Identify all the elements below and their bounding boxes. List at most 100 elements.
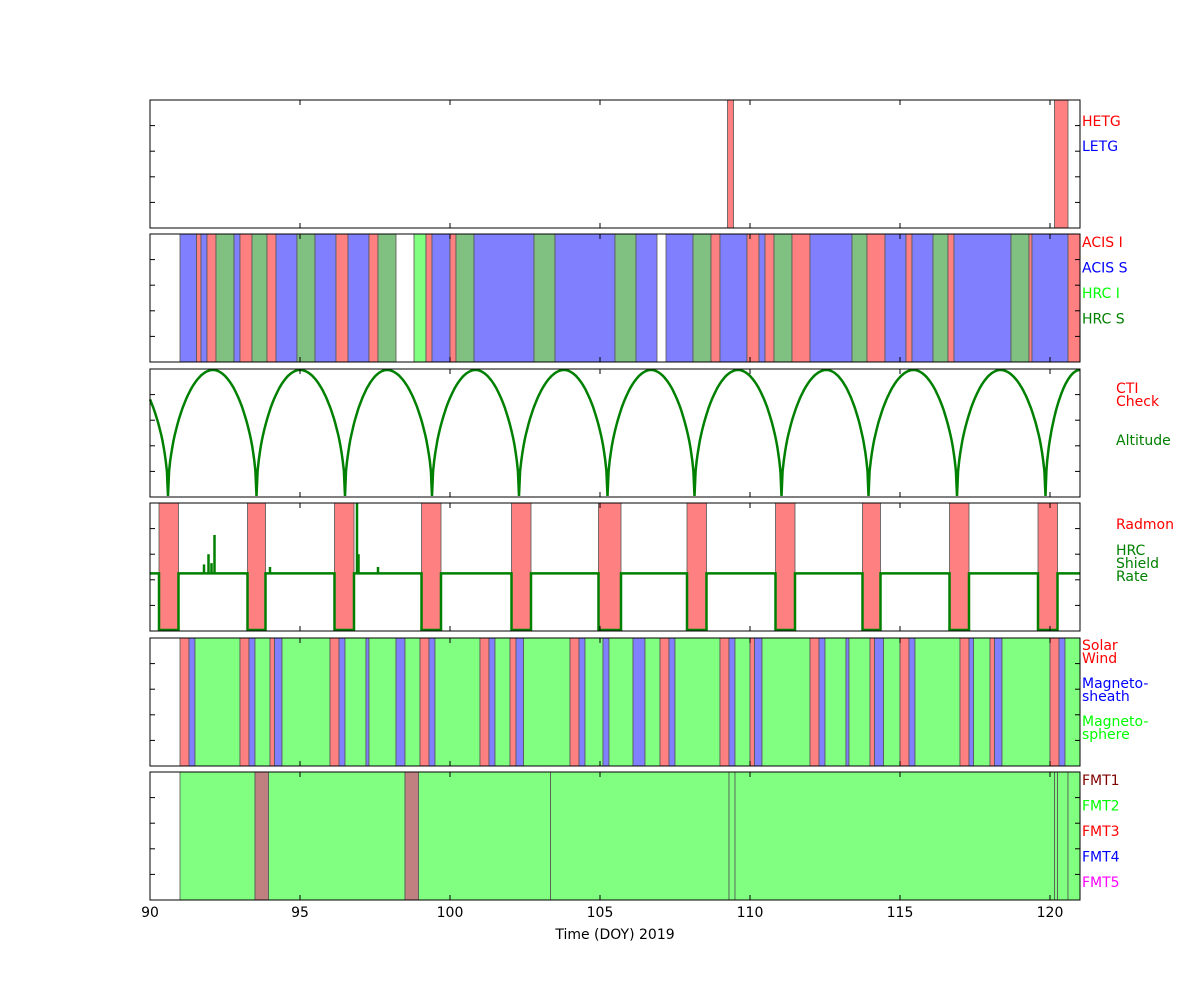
interval-bar-region-18: [434, 637, 481, 767]
interval-bar-region-14: [395, 637, 406, 767]
legend-radmon-1: HRC Shield Rate: [1116, 543, 1159, 585]
interval-bar-region-39: [754, 637, 763, 767]
legend-fmt-3: FMT4: [1082, 850, 1120, 866]
x-tick-label-6: 120: [1037, 905, 1064, 921]
interval-bar-region-15: [404, 637, 421, 767]
interval-bar-region-13: [368, 637, 397, 767]
interval-bar-radmon-4: [511, 502, 532, 632]
interval-bar-instruments-4: [215, 233, 235, 363]
interval-bar-fmt-2: [268, 771, 406, 901]
interval-bar-instruments-16: [413, 233, 427, 363]
interval-bar-region-28: [602, 637, 610, 767]
interval-bar-region-22: [509, 637, 517, 767]
interval-bar-gratings-0: [727, 99, 734, 229]
interval-bar-region-34: [674, 637, 721, 767]
interval-bar-instruments-36: [851, 233, 868, 363]
interval-bar-region-24: [523, 637, 571, 767]
interval-bar-instruments-38: [884, 233, 907, 363]
interval-bar-region-47: [874, 637, 884, 767]
interval-bar-instruments-6: [239, 233, 253, 363]
interval-bar-region-44: [845, 637, 850, 767]
legend-instruments-3: HRC S: [1082, 312, 1125, 328]
interval-bar-region-46: [869, 637, 875, 767]
legend-region-1: Magneto-sheath: [1082, 676, 1148, 705]
interval-bar-instruments-22: [533, 233, 556, 363]
interval-bar-instruments-24: [614, 233, 637, 363]
x-tick-label-2: 100: [437, 905, 464, 921]
panel-instruments: ACIS I ACIS S HRC I HRC S: [149, 233, 1128, 363]
interval-bar-region-51: [914, 637, 961, 767]
interval-bar-region-37: [734, 637, 751, 767]
interval-bar-region-2: [194, 637, 241, 767]
interval-bar-instruments-45: [1028, 233, 1033, 363]
legend-region-0: Solar Wind: [1082, 638, 1118, 667]
interval-bar-region-7: [274, 637, 283, 767]
interval-bar-instruments-41: [932, 233, 949, 363]
interval-bar-instruments-25: [635, 233, 658, 363]
interval-bar-region-30: [632, 637, 646, 767]
interval-bar-instruments-7: [251, 233, 268, 363]
x-axis-label: Time (DOY) 2019: [554, 927, 674, 943]
panel-altitude: CTI Check Altitude: [148, 368, 1171, 498]
legend-fmt-2: FMT3: [1082, 824, 1120, 840]
interval-bar-fmt-1: [254, 771, 269, 901]
interval-bar-region-33: [668, 637, 676, 767]
interval-bar-radmon-5: [598, 502, 622, 632]
interval-bar-fmt-8: [1054, 771, 1058, 901]
legend-instruments-0: ACIS I: [1082, 235, 1123, 251]
interval-bar-instruments-19: [449, 233, 457, 363]
interval-bar-instruments-20: [455, 233, 475, 363]
interval-bar-instruments-2: [200, 233, 208, 363]
interval-bar-region-59: [1058, 637, 1066, 767]
interval-bar-fmt-3: [404, 771, 419, 901]
interval-bar-radmon-8: [862, 502, 881, 632]
interval-bar-instruments-26: [665, 233, 694, 363]
interval-bar-instruments-11: [314, 233, 337, 363]
interval-bar-radmon-0: [158, 502, 179, 632]
interval-bar-fmt-0: [179, 771, 256, 901]
interval-bar-instruments-1: [196, 233, 202, 363]
panel-frame: [149, 99, 1081, 229]
interval-bar-fmt-10: [1067, 771, 1081, 901]
interval-bar-region-31: [644, 637, 661, 767]
interval-bar-region-3: [239, 637, 250, 767]
panel-frame: [149, 637, 1081, 767]
panels-group: HETG LETG ACIS I ACIS S HRC I HRC S CTI Check Al…: [148, 99, 1174, 901]
panel-frame: [149, 368, 1081, 498]
interval-bar-instruments-14: [368, 233, 379, 363]
interval-bar-region-12: [365, 637, 370, 767]
interval-bar-region-42: [818, 637, 826, 767]
interval-bar-instruments-32: [764, 233, 775, 363]
interval-bar-radmon-2: [334, 502, 355, 632]
interval-bar-instruments-34: [791, 233, 811, 363]
x-axis: 90 95 100 105 110 115 120: [141, 905, 1063, 921]
interval-bar-region-32: [659, 637, 670, 767]
interval-bar-instruments-37: [866, 233, 886, 363]
interval-bar-instruments-13: [347, 233, 370, 363]
legend-altitude-1: Altitude: [1116, 433, 1171, 449]
x-tick-label-5: 115: [887, 905, 914, 921]
interval-bar-region-45: [848, 637, 871, 767]
interval-bar-instruments-21: [473, 233, 535, 363]
x-tick-label-3: 105: [587, 905, 614, 921]
interval-bar-fmt-6: [728, 771, 736, 901]
interval-bar-instruments-40: [911, 233, 934, 363]
interval-bar-region-4: [248, 637, 256, 767]
interval-bar-region-20: [488, 637, 496, 767]
legend-instruments-2: HRC I: [1082, 286, 1120, 302]
interval-bar-instruments-12: [335, 233, 349, 363]
interval-bar-region-23: [515, 637, 524, 767]
legend-radmon-0: Radmon: [1116, 517, 1174, 533]
legend-altitude-0: CTI Check: [1116, 381, 1160, 410]
interval-bar-region-16: [419, 637, 430, 767]
interval-bar-fmt-9: [1057, 771, 1069, 901]
interval-bar-region-56: [994, 637, 1003, 767]
legend-region-2: Magneto-sphere: [1082, 714, 1148, 743]
interval-bar-region-26: [578, 637, 586, 767]
interval-bar-gratings-1: [1054, 99, 1069, 229]
interval-bar-instruments-8: [266, 233, 277, 363]
interval-bar-instruments-30: [746, 233, 760, 363]
interval-bar-instruments-27: [692, 233, 712, 363]
panel-frame: [149, 233, 1081, 363]
